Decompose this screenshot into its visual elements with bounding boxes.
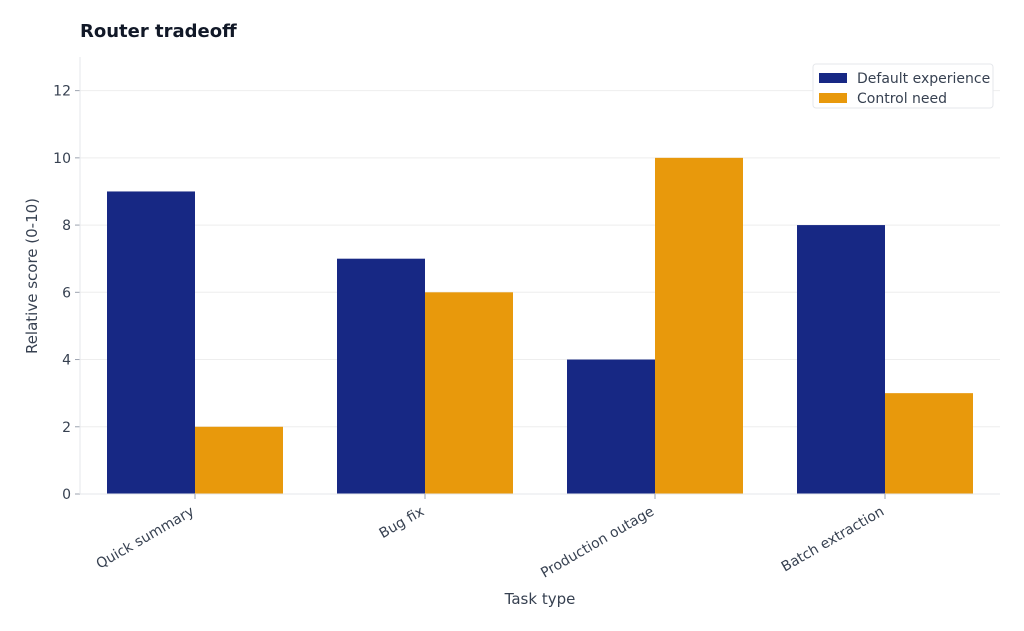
legend-label: Control need — [857, 91, 947, 107]
legend-label: Default experience — [857, 71, 990, 87]
bar-control-need — [885, 393, 973, 494]
bar-default-experience — [797, 225, 885, 495]
bars — [107, 157, 973, 495]
x-tick-label: Quick summary — [94, 504, 197, 573]
legend-swatch — [819, 93, 847, 103]
y-tick-label: 4 — [62, 353, 71, 369]
bar-control-need — [425, 292, 513, 494]
x-tick-label: Production outage — [538, 504, 657, 582]
legend: Default experience Control need — [812, 63, 994, 109]
y-axis-label: Relative score (0-10) — [23, 198, 41, 354]
bar-control-need — [655, 157, 743, 494]
y-tick-label: 2 — [62, 420, 71, 436]
x-axis-label: Task type — [504, 590, 576, 608]
y-tick-label: 6 — [62, 285, 71, 301]
y-tick-label: 12 — [53, 84, 71, 100]
y-tick-label: 10 — [53, 151, 71, 167]
bar-default-experience — [107, 191, 195, 494]
y-tick-label: 0 — [62, 487, 71, 503]
bar-default-experience — [337, 258, 425, 494]
y-tick-label: 8 — [62, 218, 71, 234]
chart-title: Router tradeoff — [80, 21, 237, 42]
bar-default-experience — [567, 359, 655, 494]
bar-control-need — [195, 426, 283, 494]
x-tick-label: Bug fix — [377, 504, 427, 542]
legend-box — [812, 63, 994, 109]
x-tick-label: Batch extraction — [779, 504, 887, 576]
legend-swatch — [819, 73, 847, 83]
